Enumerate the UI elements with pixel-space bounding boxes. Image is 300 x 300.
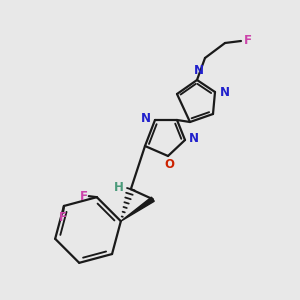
Text: F: F xyxy=(80,190,88,203)
Text: N: N xyxy=(141,112,151,125)
Text: N: N xyxy=(220,85,230,98)
Text: O: O xyxy=(164,158,174,172)
Polygon shape xyxy=(121,197,154,221)
Text: N: N xyxy=(189,133,199,146)
Text: F: F xyxy=(244,34,252,46)
Text: H: H xyxy=(114,181,124,194)
Text: F: F xyxy=(59,212,67,224)
Text: N: N xyxy=(194,64,204,77)
